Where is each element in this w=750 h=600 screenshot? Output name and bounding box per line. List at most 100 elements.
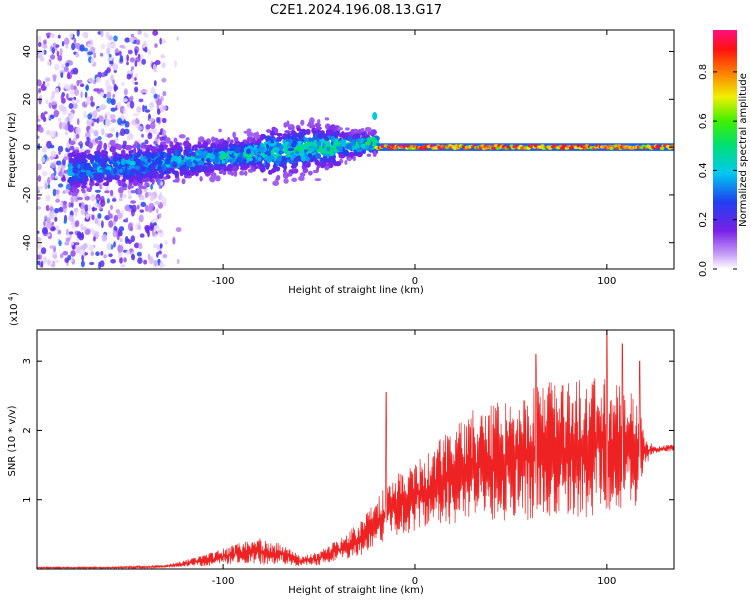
colorbar-ticks: 0.0 0.2 0.4 0.6 0.8	[698, 64, 737, 277]
heatmap-cell	[139, 54, 144, 60]
heatmap-cell	[58, 104, 65, 111]
y-tick-label: 1	[22, 497, 33, 503]
heatmap-cell	[76, 231, 82, 239]
heatmap-cell	[52, 254, 58, 259]
heatmap-cell	[99, 91, 104, 98]
snr-y-axis-label: SNR (10 * v/v)	[7, 405, 18, 476]
heatmap-cell	[131, 204, 137, 213]
heatmap-cell	[325, 141, 331, 148]
y-tick-label: -20	[22, 187, 33, 203]
heatmap-cell	[203, 146, 209, 150]
y-tick-label: 20	[22, 93, 33, 106]
heatmap-cell	[57, 165, 61, 173]
heatmap-cell	[63, 37, 70, 46]
heatmap-cell	[172, 236, 176, 245]
heatmap-cell	[41, 156, 46, 164]
heatmap-cell	[242, 158, 247, 164]
heatmap-cell	[140, 89, 145, 94]
y-tick-label: -40	[22, 235, 33, 251]
heatmap-cell	[177, 149, 181, 155]
heatmap-cell	[126, 54, 129, 62]
heatmap-cell	[43, 220, 46, 227]
heatmap-cell	[153, 259, 158, 267]
heatmap-cell	[149, 105, 153, 112]
heatmap-cell	[165, 137, 171, 144]
heatmap-cell	[130, 235, 136, 243]
heatmap-cell	[123, 107, 127, 114]
heatmap-cell	[97, 136, 102, 141]
heatmap-cell	[94, 217, 98, 225]
heatmap-cell	[113, 35, 118, 42]
heatmap-cell	[296, 127, 301, 132]
heatmap-cell	[120, 81, 125, 87]
heatmap-cell	[175, 227, 182, 233]
heatmap-cell	[53, 109, 59, 118]
heatmap-cell	[130, 66, 135, 71]
heatmap-cell	[119, 238, 123, 243]
heatmap-cell	[367, 127, 372, 133]
heatmap-cell	[109, 146, 116, 153]
heatmap-cell	[56, 50, 60, 57]
heatmap-cell	[616, 144, 622, 148]
heatmap-cell	[110, 42, 117, 49]
heatmap-cell	[118, 153, 123, 158]
heatmap-cell	[675, 146, 679, 149]
heatmap-cell	[103, 254, 107, 259]
heatmap-cell	[52, 42, 57, 48]
heatmap-cell	[135, 39, 141, 45]
heatmap-cell	[171, 146, 177, 150]
heatmap-cell	[112, 156, 118, 163]
heatmap-cell	[40, 260, 44, 268]
x-tick-label: -100	[212, 276, 235, 287]
heatmap-cell	[119, 44, 125, 49]
heatmap-cell	[274, 127, 279, 134]
heatmap-cell	[148, 118, 155, 123]
heatmap-cell	[106, 198, 110, 204]
heatmap-cell	[65, 183, 71, 191]
heatmap-cell	[85, 169, 92, 177]
heatmap-cell	[105, 31, 110, 39]
heatmap-cell	[59, 70, 65, 75]
heatmap-cell	[134, 81, 139, 85]
heatmap-cell	[168, 147, 173, 153]
heatmap-cell	[240, 163, 245, 168]
heatmap-cell	[333, 130, 339, 137]
heatmap-cell	[149, 122, 156, 130]
heatmap-cell	[163, 152, 167, 157]
heatmap-cell	[113, 85, 119, 91]
heatmap-cell	[166, 156, 171, 162]
heatmap-cell	[247, 168, 254, 173]
heatmap-cell	[137, 188, 143, 195]
heatmap-cell	[159, 37, 162, 45]
heatmap-cell	[75, 245, 81, 254]
heatmap-cell	[112, 63, 119, 71]
heatmap-cell	[143, 144, 149, 149]
y-tick-label: 3	[22, 358, 33, 364]
heatmap-cell	[80, 260, 85, 268]
heatmap-cell	[156, 159, 163, 166]
heatmap-cell	[137, 257, 143, 265]
heatmap-cell	[99, 52, 104, 57]
heatmap-cell	[50, 150, 57, 158]
heatmap-cell	[137, 152, 141, 157]
heatmap-cell	[101, 233, 108, 242]
heatmap-cell	[129, 160, 136, 167]
heatmap-cell	[100, 43, 106, 50]
heatmap-cell	[162, 253, 168, 259]
heatmap-cell	[49, 144, 55, 149]
heatmap-cell	[177, 155, 182, 162]
heatmap-cell	[134, 165, 141, 170]
heatmap-cell	[57, 55, 63, 62]
heatmap-cell	[123, 88, 128, 96]
heatmap-cell	[100, 30, 104, 38]
heatmap-cell	[83, 114, 88, 118]
heatmap-cell	[162, 91, 167, 97]
heatmap-cell	[230, 139, 234, 144]
heatmap-cell	[37, 175, 42, 182]
heatmap-cell	[86, 187, 90, 192]
heatmap-cell	[74, 242, 80, 246]
heatmap-cell	[57, 229, 62, 235]
heatmap-cell	[234, 147, 242, 154]
heatmap-cell	[109, 127, 116, 133]
heatmap-cell	[112, 79, 115, 85]
